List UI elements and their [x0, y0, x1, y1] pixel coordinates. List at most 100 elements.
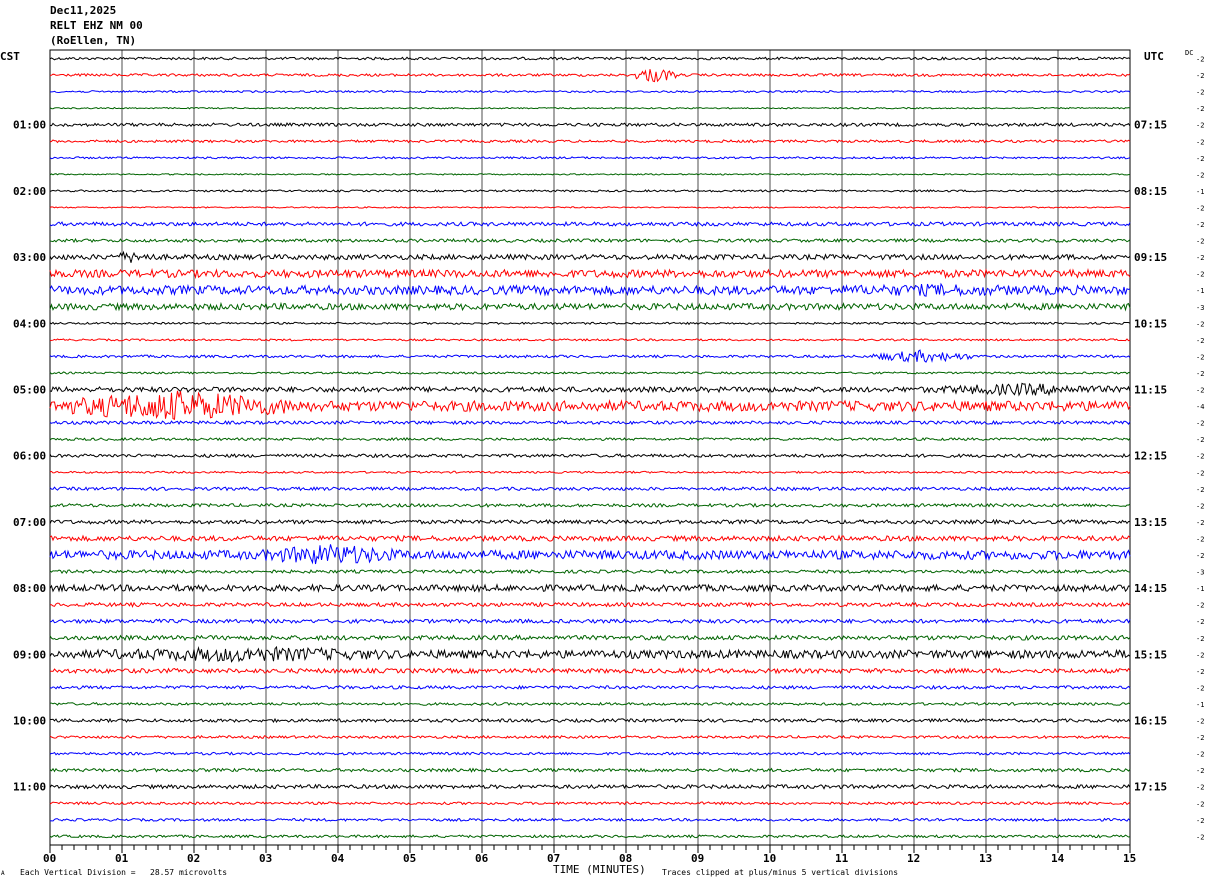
seismic-trace [49, 301, 1131, 312]
seismic-trace [49, 139, 1131, 144]
dc-offset-value: -2 [1196, 734, 1204, 742]
x-tick-label: 05 [403, 852, 416, 865]
cst-hour-label: 10:00 [13, 715, 46, 728]
dc-offset-value: -2 [1196, 254, 1204, 262]
x-tick-label: 11 [835, 852, 849, 865]
x-tick-label: 06 [475, 852, 489, 865]
seismic-trace [49, 618, 1131, 625]
dc-offset-value: -2 [1196, 800, 1204, 808]
x-tick-label: 00 [43, 852, 56, 865]
station-location: (RoEllen, TN) [50, 34, 137, 47]
cst-hour-label: 11:00 [13, 781, 46, 794]
seismic-trace [49, 518, 1131, 526]
x-tick-label: 03 [259, 852, 272, 865]
dc-offset-value: -2 [1196, 767, 1204, 775]
seismic-trace [49, 220, 1131, 227]
dc-offset-value: -1 [1196, 188, 1204, 196]
dc-offset-value: -2 [1196, 138, 1204, 146]
cst-hour-label: 02:00 [13, 185, 46, 198]
seismic-trace [49, 534, 1131, 543]
seismic-trace [49, 371, 1131, 375]
dc-offset-value: -2 [1196, 469, 1204, 477]
cst-hour-label: 09:00 [13, 648, 46, 661]
dc-offset-value: -3 [1196, 569, 1204, 577]
seismic-trace [49, 321, 1131, 326]
utc-hour-label: 09:15 [1134, 251, 1167, 264]
seismic-trace [49, 173, 1131, 176]
seismic-trace [49, 817, 1131, 822]
seismic-trace [49, 684, 1131, 691]
seismic-trace [49, 282, 1131, 298]
seismic-trace [49, 801, 1131, 806]
dc-offset-value: -2 [1196, 221, 1204, 229]
seismic-trace [49, 634, 1131, 642]
utc-hour-label: 10:15 [1134, 317, 1167, 330]
x-tick-label: 02 [187, 852, 200, 865]
dc-offset-value: -2 [1196, 602, 1204, 610]
dc-offset-value: -2 [1196, 105, 1204, 113]
utc-label: UTC [1144, 50, 1164, 63]
seismic-trace [49, 419, 1131, 426]
seismic-trace [49, 470, 1131, 474]
dc-offset-value: -2 [1196, 651, 1204, 659]
x-tick-label: 14 [1051, 852, 1065, 865]
seismic-trace [49, 338, 1131, 342]
utc-hour-label: 17:15 [1134, 781, 1167, 794]
x-tick-label: 09 [691, 852, 704, 865]
seismic-trace [50, 601, 1131, 608]
cst-hour-label: 05:00 [13, 384, 46, 397]
utc-hour-label: 13:15 [1134, 516, 1167, 529]
dc-offset-value: -2 [1196, 833, 1204, 841]
dc-offset-value: -2 [1196, 552, 1204, 560]
dc-offset-value: -2 [1196, 271, 1204, 279]
cst-hour-label: 08:00 [13, 582, 46, 595]
seismic-trace [49, 834, 1131, 839]
dc-offset-value: -2 [1196, 535, 1204, 543]
seismic-trace [49, 390, 1131, 421]
seismic-trace [49, 544, 1131, 565]
seismic-trace [49, 156, 1131, 160]
dc-offset-value: -2 [1196, 668, 1204, 676]
x-tick-label: 04 [331, 852, 345, 865]
dc-offset-value: -2 [1196, 718, 1204, 726]
seismic-trace [49, 437, 1131, 442]
scale-note: Each Vertical Division = 28.57 microvolt… [20, 868, 228, 877]
dc-offset-value: -2 [1196, 635, 1204, 643]
seismic-trace [49, 583, 1131, 594]
dc-offset-value: -2 [1196, 171, 1204, 179]
dc-offset-value: -2 [1196, 684, 1204, 692]
dc-offset-value: -2 [1196, 337, 1204, 345]
x-tick-label: 01 [115, 852, 129, 865]
dc-offset-value: -2 [1196, 751, 1204, 759]
seismic-trace [49, 717, 1131, 724]
dc-offset-value: -2 [1196, 72, 1204, 80]
seismic-trace [49, 382, 1131, 397]
utc-hour-label: 14:15 [1134, 582, 1167, 595]
utc-hour-label: 11:15 [1134, 384, 1167, 397]
seismic-trace [49, 453, 1131, 459]
seismic-trace [49, 69, 1131, 83]
dc-offset-value: -2 [1196, 320, 1204, 328]
utc-hour-label: 16:15 [1134, 715, 1167, 728]
seismic-trace [49, 267, 1131, 280]
utc-hour-label: 08:15 [1134, 185, 1167, 198]
x-tick-label: 13 [979, 852, 992, 865]
dc-offset-value: -2 [1196, 420, 1204, 428]
station-code: RELT EHZ NM 00 [50, 19, 143, 32]
seismic-trace [49, 349, 1131, 363]
dc-offset-value: -2 [1196, 56, 1204, 64]
dc-offset-value: -2 [1196, 122, 1204, 130]
dc-offset-value: -2 [1196, 155, 1204, 163]
dc-offset-value: -2 [1196, 89, 1204, 97]
seismic-trace [49, 645, 1131, 663]
dc-offset-value: -2 [1196, 204, 1204, 212]
seismic-trace [49, 237, 1131, 244]
cst-hour-label: 03:00 [13, 251, 46, 264]
utc-hour-label: 15:15 [1134, 648, 1167, 661]
corner-mark: A [1, 870, 5, 877]
x-tick-label: 10 [763, 852, 776, 865]
seismic-trace [49, 767, 1131, 773]
dc-offset-value: -2 [1196, 238, 1204, 246]
utc-hour-label: 07:15 [1134, 119, 1167, 132]
cst-hour-label: 06:00 [13, 450, 46, 463]
